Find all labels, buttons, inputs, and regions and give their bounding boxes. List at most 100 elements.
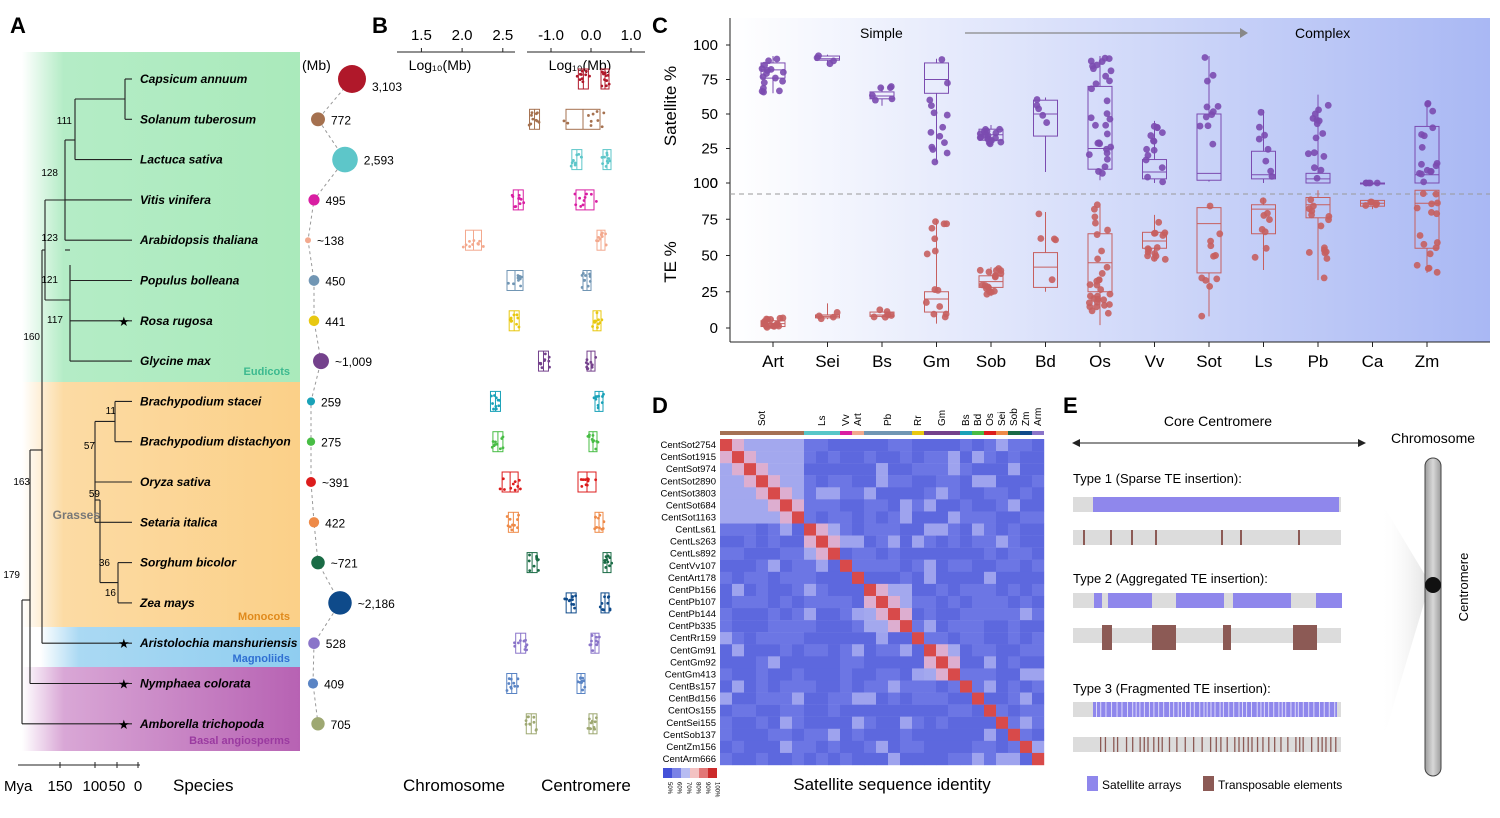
- centromere-point: [603, 78, 606, 82]
- heatmap-cell: [888, 439, 901, 452]
- heatmap-cell: [792, 559, 805, 573]
- te-insertion: [1139, 737, 1141, 752]
- heatmap-cell: [924, 740, 937, 754]
- heatmap-cell: [792, 475, 805, 488]
- heatmap-cell: [1020, 740, 1033, 754]
- heatmap-cell: [840, 595, 853, 609]
- heatmap-cell: [804, 632, 817, 645]
- core-centromere-label: Core Centromere: [1164, 413, 1272, 429]
- heatmap-cell: [816, 716, 829, 729]
- chromosome-point: [498, 398, 501, 402]
- heatmap-cell: [912, 595, 925, 609]
- centromere-point: [594, 639, 598, 643]
- chromosome-point: [519, 284, 523, 288]
- type1-label: Type 1 (Sparse TE insertion):: [1073, 471, 1242, 486]
- heatmap-cell: [720, 451, 733, 464]
- te-point: [1367, 198, 1375, 206]
- heatmap-cell: [720, 475, 733, 488]
- te-point: [1092, 219, 1099, 227]
- chromosome-point: [518, 487, 522, 491]
- te-insertion: [1104, 737, 1107, 752]
- group-label: Arm: [1033, 408, 1044, 426]
- te-point: [930, 310, 938, 318]
- heatmap-cell: [924, 728, 937, 742]
- satellite-point: [1196, 122, 1204, 130]
- chromosome-point: [471, 243, 475, 246]
- satellite-point: [1315, 106, 1322, 114]
- te-point: [1086, 281, 1094, 289]
- heatmap-cell: [888, 740, 901, 754]
- satellite-point: [1262, 157, 1270, 165]
- heatmap-cell: [948, 439, 961, 452]
- centromere-point: [596, 326, 599, 329]
- heatmap-cell: [960, 475, 973, 488]
- heatmap-cell: [804, 704, 817, 717]
- genome-size-value: 441: [325, 315, 345, 329]
- heatmap-cell: [912, 511, 925, 524]
- centromere-point: [586, 479, 590, 483]
- heatmap-cell: [1032, 620, 1045, 633]
- chromosome-shape: [1424, 457, 1442, 777]
- heatmap-cell: [816, 535, 829, 548]
- heatmap-cell: [1020, 595, 1033, 609]
- centromere-point: [586, 726, 590, 730]
- te-point: [941, 313, 949, 321]
- centromere-point: [566, 121, 570, 125]
- heatmap-cell: [768, 463, 781, 476]
- heatmap-cell: [1020, 439, 1033, 452]
- satellite-point: [1313, 174, 1321, 182]
- heatmap-cell: [816, 523, 829, 536]
- category-label: Zm: [1415, 352, 1440, 371]
- fragment-gap: [1334, 702, 1336, 717]
- te-point: [829, 313, 837, 321]
- heatmap-cell: [816, 608, 829, 621]
- heatmap-cell: [828, 451, 841, 464]
- heatmap-cell: [804, 656, 817, 669]
- fragment-gap: [1290, 702, 1292, 717]
- chromosome-point: [522, 639, 526, 643]
- satellite-point: [939, 123, 947, 131]
- heatmap-cell: [828, 571, 841, 585]
- heatmap-cell: [804, 487, 817, 500]
- heatmap-cell: [864, 595, 877, 609]
- chromosome-point: [494, 405, 498, 408]
- heatmap-cell: [1008, 740, 1021, 754]
- heatmap-cell: [732, 680, 745, 693]
- te-point: [995, 265, 1003, 272]
- te-insertion: [1113, 737, 1115, 752]
- centromere-point: [578, 196, 582, 200]
- heatmap-cell: [996, 680, 1009, 693]
- heatmap-cell: [996, 740, 1009, 754]
- heatmap-cell: [984, 728, 997, 742]
- centromere-point: [591, 325, 594, 328]
- chromosome-point: [527, 715, 530, 719]
- category-label: Sot: [1196, 352, 1222, 371]
- heatmap-cell: [876, 620, 889, 633]
- te-point: [1424, 265, 1432, 272]
- heatmap-cell: [936, 644, 949, 657]
- chromosome-point: [509, 319, 513, 323]
- heatmap-cell: [768, 620, 781, 633]
- time-tick-label: 150: [47, 778, 72, 795]
- centromere-point: [597, 516, 600, 520]
- group-label: Rr: [913, 415, 924, 426]
- heatmap-cell: [864, 716, 877, 729]
- heatmap-cell: [804, 547, 817, 560]
- heatmap-cell: [1020, 547, 1033, 560]
- heatmap-cell: [816, 644, 829, 657]
- heatmap-cell: [936, 656, 949, 669]
- row-label: CentGm91: [670, 645, 716, 656]
- category-label: Bd: [1035, 352, 1056, 371]
- chromosome-point: [508, 525, 512, 529]
- te-point: [1145, 246, 1153, 254]
- satellite-tick-label: 75: [701, 72, 718, 89]
- heatmap-cell: [768, 632, 781, 645]
- species-name: Solanum tuberosum: [140, 112, 256, 126]
- fragment-gap: [1148, 702, 1150, 717]
- chromosome-point: [531, 117, 535, 121]
- te-point: [1416, 232, 1424, 239]
- group-color-bar: [996, 431, 1008, 435]
- te-insertion: [1132, 737, 1134, 752]
- te-insertion: [1152, 625, 1176, 650]
- group-color-bar: [1032, 431, 1044, 435]
